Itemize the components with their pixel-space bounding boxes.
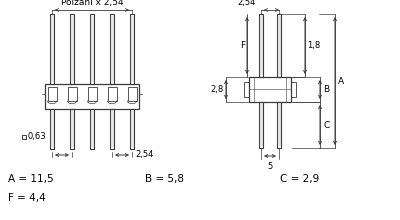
- Bar: [128, 87, 137, 101]
- Text: A: A: [338, 77, 344, 86]
- Text: 5: 5: [267, 162, 273, 171]
- Text: C = 2,9: C = 2,9: [280, 174, 319, 184]
- Bar: [110, 14, 114, 84]
- Bar: [90, 14, 94, 84]
- Bar: [88, 87, 97, 101]
- Bar: [259, 14, 263, 77]
- Bar: [259, 102, 263, 148]
- Text: F: F: [240, 41, 245, 50]
- Bar: [130, 109, 134, 149]
- Text: 0,63: 0,63: [28, 132, 47, 141]
- Text: F = 4,4: F = 4,4: [8, 193, 46, 203]
- Bar: [22, 135, 26, 139]
- Bar: [277, 14, 281, 77]
- Bar: [50, 109, 54, 149]
- Bar: [108, 87, 117, 101]
- Text: Polzahl x 2,54: Polzahl x 2,54: [61, 0, 123, 7]
- Text: C: C: [323, 121, 329, 130]
- Text: 2,54: 2,54: [238, 0, 256, 7]
- Bar: [48, 87, 57, 101]
- Text: 1,8: 1,8: [307, 41, 320, 50]
- Text: A = 11,5: A = 11,5: [8, 174, 54, 184]
- Bar: [244, 82, 249, 97]
- Bar: [130, 14, 134, 84]
- Bar: [70, 14, 74, 84]
- Bar: [68, 87, 77, 101]
- Bar: [249, 77, 291, 102]
- Bar: [90, 109, 94, 149]
- Text: B = 5,8: B = 5,8: [145, 174, 184, 184]
- Bar: [110, 109, 114, 149]
- Bar: [70, 109, 74, 149]
- Text: B: B: [323, 85, 329, 94]
- Bar: [50, 14, 54, 84]
- Bar: [291, 82, 296, 97]
- Bar: [277, 102, 281, 148]
- Text: 2,54: 2,54: [135, 150, 153, 160]
- Text: 2,8: 2,8: [211, 85, 224, 94]
- Bar: [45, 84, 139, 109]
